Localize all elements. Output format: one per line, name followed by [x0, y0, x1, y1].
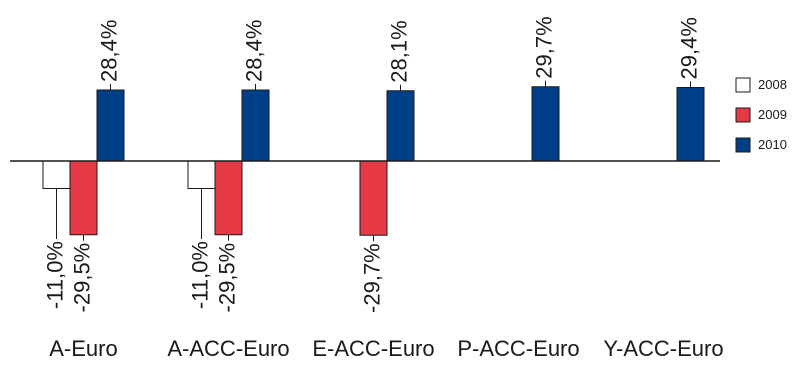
bar-2009-A-Euro — [69, 160, 98, 236]
bar-2010-A-Euro — [96, 89, 125, 162]
category-label-Y-ACC-Euro: Y-ACC-Euro — [603, 336, 723, 361]
data-label-2009-A-ACC-Euro: -29,5% — [214, 243, 239, 313]
legend-swatch-2008 — [735, 77, 751, 93]
bar-2010-Y-ACC-Euro — [676, 87, 705, 162]
data-label-2010-E-ACC-Euro: 28,1% — [386, 20, 411, 82]
bar-2010-E-ACC-Euro — [386, 90, 415, 162]
legend: 2008 2009 2010 — [735, 77, 787, 153]
legend-swatch-2009 — [735, 107, 751, 123]
data-label-2009-A-Euro: -29,5% — [69, 243, 94, 313]
category-label-A-Euro: A-Euro — [49, 336, 117, 361]
data-label-2010-P-ACC-Euro: 29,7% — [531, 16, 556, 78]
legend-label-2009: 2009 — [758, 107, 787, 122]
category-label-P-ACC-Euro: P-ACC-Euro — [457, 336, 579, 361]
data-label-2008-A-ACC-Euro: -11,0% — [187, 241, 212, 309]
data-labels-layer: -11,0% -29,5%28,4%-11,0% -29,5%28,4%-29,7%… — [42, 16, 701, 313]
data-label-2010-A-Euro: 28,4% — [96, 20, 121, 82]
category-label-E-ACC-Euro: E-ACC-Euro — [312, 336, 434, 361]
legend-swatch-2010 — [735, 137, 751, 153]
bar-2008-A-Euro — [42, 160, 71, 189]
bar-2008-A-ACC-Euro — [187, 160, 216, 189]
data-label-2009-E-ACC-Euro: -29,7% — [359, 243, 384, 313]
bar-2010-P-ACC-Euro — [531, 86, 560, 162]
legend-label-2010: 2010 — [758, 137, 787, 152]
data-label-2008-A-Euro: -11,0% — [42, 241, 67, 309]
bar-2009-E-ACC-Euro — [359, 160, 388, 236]
bar-2009-A-ACC-Euro — [214, 160, 243, 236]
data-label-2010-A-ACC-Euro: 28,4% — [241, 20, 266, 82]
data-label-2010-Y-ACC-Euro: 29,4% — [676, 17, 701, 79]
legend-label-2008: 2008 — [758, 77, 787, 92]
category-labels-layer: A-Euro A-ACC-Euro E-ACC-Euro P-ACC-Euro Y-AC… — [49, 336, 723, 361]
bar-2010-A-ACC-Euro — [241, 89, 270, 162]
category-label-A-ACC-Euro: A-ACC-Euro — [167, 336, 289, 361]
